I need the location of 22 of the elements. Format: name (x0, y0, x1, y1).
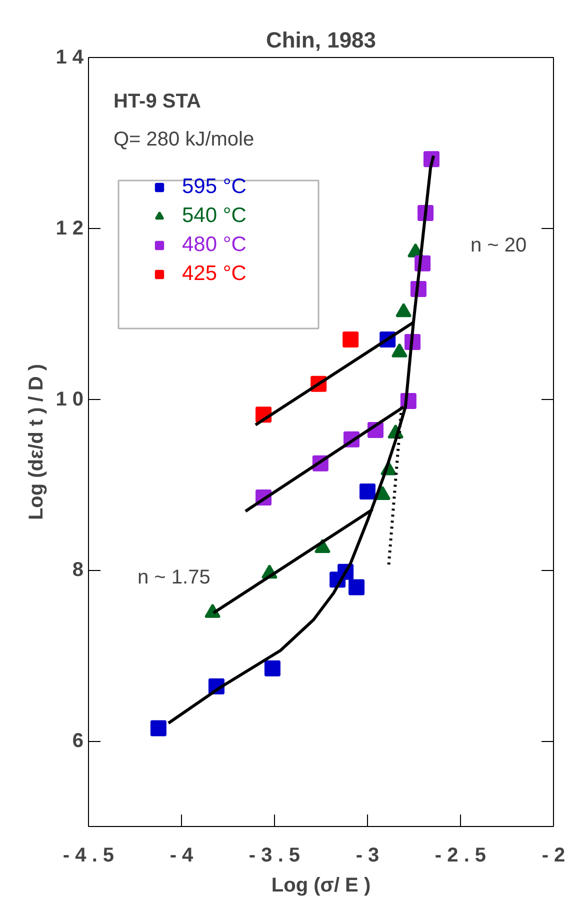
y-tick-label: 1 0 (56, 388, 84, 410)
x-tick-label: - 3 (356, 844, 380, 866)
legend-label: 425 °C (182, 262, 246, 286)
annotation: Q= 280 kJ/mole (114, 128, 254, 150)
chart-title: Chin, 1983 (266, 28, 376, 52)
y-tick-label: 8 (72, 559, 84, 582)
x-tick-label: - 2 . 5 (434, 844, 486, 866)
annotation: n ~ 20 (470, 234, 527, 256)
x-tick-label: - 3 . 5 (248, 844, 300, 866)
y-axis-title: Log (dε/d t ) / D ) (26, 364, 48, 520)
legend-label: 595 °C (182, 175, 246, 199)
y-tick-label: 6 (72, 730, 84, 752)
x-tick-label: - 2 (542, 844, 566, 866)
y-tick-label: 1 2 (56, 217, 84, 240)
annotation: HT-9 STA (114, 90, 201, 112)
x-tick-label: - 4 (170, 844, 194, 866)
x-axis-title: Log (σ/ E ) (271, 874, 371, 896)
annotation: n ~ 1.75 (138, 566, 210, 588)
x-tick-label: - 4 . 5 (62, 844, 114, 866)
y-tick-label: 1 4 (56, 46, 84, 68)
legend-label: 540 °C (182, 204, 246, 228)
legend-label: 480 °C (182, 233, 246, 257)
